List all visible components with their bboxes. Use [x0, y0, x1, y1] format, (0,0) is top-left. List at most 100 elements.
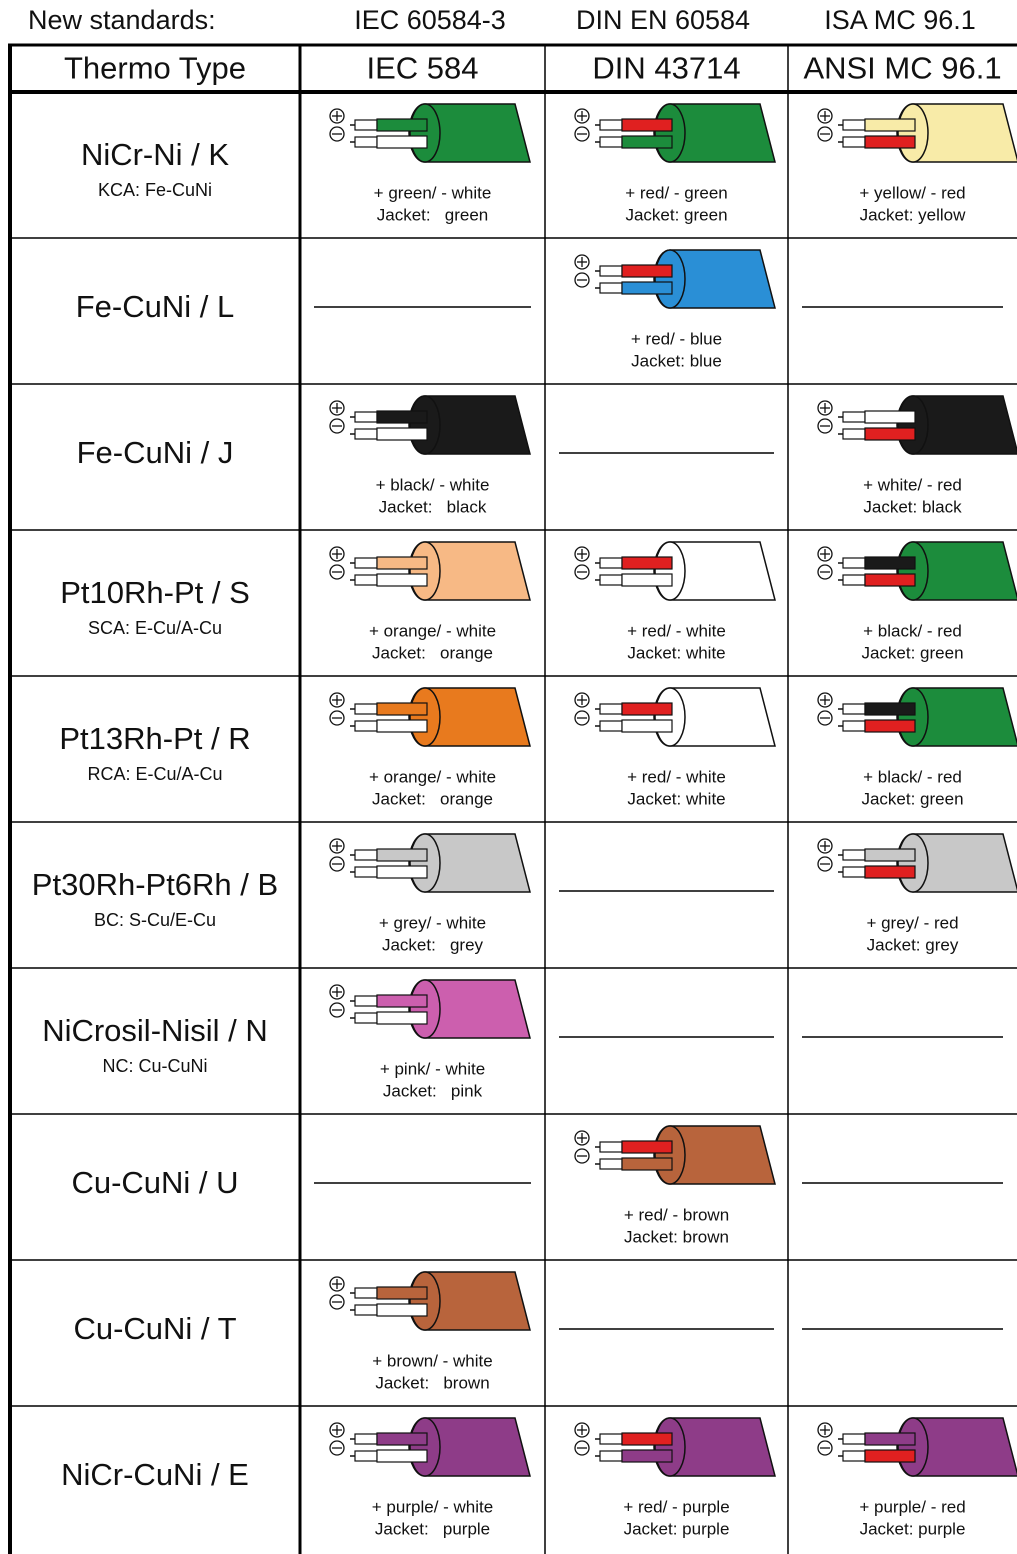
wire-end	[354, 557, 378, 569]
jacket-color: Jacket: green	[861, 643, 963, 662]
jacket-color: Jacket: white	[627, 789, 725, 808]
wire-colors: + red/ - brown	[624, 1205, 729, 1224]
thermo-type: NiCrosil-Nisil / N	[42, 1013, 268, 1048]
cable-end	[409, 395, 441, 455]
cable-end	[654, 103, 686, 163]
wire-end	[599, 282, 623, 294]
wire-colors: + yellow/ - red	[859, 183, 965, 202]
thermo-type: Cu-CuNi / T	[73, 1311, 236, 1346]
wire	[621, 1157, 673, 1171]
thermo-type: Fe-CuNi / J	[77, 435, 234, 470]
wire-end	[354, 849, 378, 861]
cable-icon	[817, 687, 1017, 747]
wire	[864, 1449, 916, 1463]
wire-end	[599, 703, 623, 715]
wire-end	[842, 428, 866, 440]
cable-icon	[574, 541, 776, 601]
thermo-sub: NC: Cu-CuNi	[102, 1056, 207, 1076]
wire	[621, 281, 673, 295]
wire	[864, 135, 916, 149]
wire	[864, 865, 916, 879]
wire-end	[354, 574, 378, 586]
wire-end	[354, 1287, 378, 1299]
wire	[376, 1011, 428, 1025]
wire-end	[842, 136, 866, 148]
wire	[376, 719, 428, 733]
wire	[376, 994, 428, 1008]
wire	[376, 1286, 428, 1300]
wire-end	[354, 1433, 378, 1445]
wire-colors: + black/ - red	[863, 767, 962, 786]
wire-end	[599, 1158, 623, 1170]
cable-icon	[329, 395, 531, 455]
cable-icon	[329, 979, 531, 1039]
wire-end	[354, 1450, 378, 1462]
wire-colors: + red/ - purple	[623, 1497, 729, 1516]
jacket-color: Jacket: green	[377, 205, 489, 224]
wire-colors: + red/ - white	[627, 621, 726, 640]
wire	[621, 702, 673, 716]
cable-end	[654, 687, 686, 747]
wire	[864, 848, 916, 862]
wire-end	[354, 428, 378, 440]
standard-label: DIN EN 60584	[576, 5, 750, 35]
wire	[621, 1140, 673, 1154]
standard-label: New standards:	[28, 5, 216, 35]
cable-end	[409, 687, 441, 747]
wire	[864, 1432, 916, 1446]
cable-icon	[817, 1417, 1017, 1477]
thermo-type: Pt10Rh-Pt / S	[60, 575, 250, 610]
wire	[621, 1432, 673, 1446]
wire-end	[354, 720, 378, 732]
cable-end	[409, 541, 441, 601]
wire	[864, 410, 916, 424]
cable-end	[897, 541, 929, 601]
jacket-color: Jacket: purple	[375, 1519, 490, 1538]
cable-icon	[329, 541, 531, 601]
wire-end	[599, 265, 623, 277]
cable-icon	[329, 687, 531, 747]
wire	[864, 556, 916, 570]
jacket-color: Jacket: grey	[382, 935, 484, 954]
wire	[621, 719, 673, 733]
wire-end	[354, 411, 378, 423]
wire-colors: + black/ - white	[376, 475, 490, 494]
wire-colors: + purple/ - white	[372, 1497, 493, 1516]
cable-end	[409, 103, 441, 163]
wire	[376, 118, 428, 132]
wire-end	[842, 703, 866, 715]
header-cell: Thermo Type	[64, 51, 246, 86]
jacket-color: Jacket: orange	[372, 789, 493, 808]
wire-colors: + white/ - red	[863, 475, 962, 494]
wire-colors: + green/ - white	[374, 183, 492, 202]
wire-colors: + red/ - blue	[631, 329, 722, 348]
cable-icon	[574, 687, 776, 747]
thermo-sub: RCA: E-Cu/A-Cu	[87, 764, 222, 784]
header-cell: IEC 584	[366, 51, 478, 86]
wire	[376, 1449, 428, 1463]
wire	[376, 848, 428, 862]
wire	[376, 702, 428, 716]
wire-end	[599, 136, 623, 148]
wire-end	[842, 411, 866, 423]
jacket-color: Jacket: pink	[383, 1081, 483, 1100]
wire	[376, 556, 428, 570]
wire-colors: + red/ - green	[625, 183, 728, 202]
cable-end	[897, 1417, 929, 1477]
wire-end	[842, 1433, 866, 1445]
header-cell: DIN 43714	[592, 51, 740, 86]
cable-icon	[817, 541, 1017, 601]
wire-end	[354, 136, 378, 148]
wire	[376, 427, 428, 441]
wire	[864, 427, 916, 441]
jacket-color: Jacket: yellow	[860, 205, 967, 224]
cable-end	[654, 1125, 686, 1185]
wire	[621, 556, 673, 570]
wire-end	[842, 720, 866, 732]
thermo-type: NiCr-CuNi / E	[61, 1457, 249, 1492]
wire-colors: + grey/ - white	[379, 913, 486, 932]
thermo-type: Pt30Rh-Pt6Rh / B	[32, 867, 278, 902]
cable-end	[409, 1271, 441, 1331]
cable-icon	[329, 1417, 531, 1477]
